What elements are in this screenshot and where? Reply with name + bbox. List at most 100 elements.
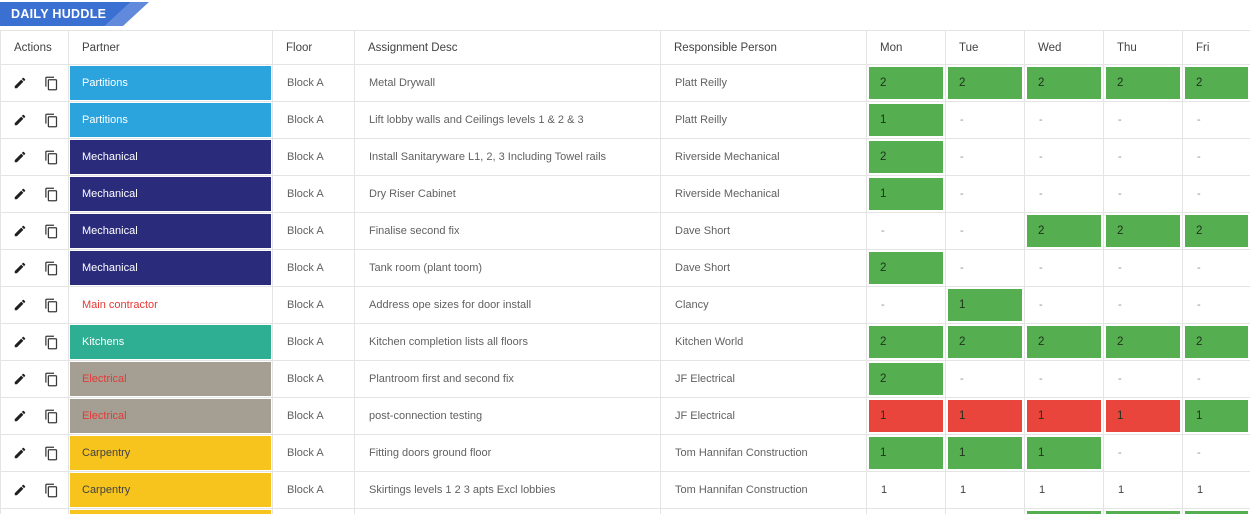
day-cell-mon[interactable]: 1	[866, 434, 946, 472]
edit-pencil-icon[interactable]	[13, 335, 28, 350]
edit-pencil-icon[interactable]	[13, 113, 28, 128]
edit-pencil-icon[interactable]	[13, 298, 28, 313]
day-cell-fri[interactable]: 2	[1182, 212, 1250, 250]
actions-cell	[0, 212, 69, 250]
day-cell-fri[interactable]: -	[1182, 249, 1250, 287]
day-cell-fri[interactable]: 1	[1182, 471, 1250, 509]
day-cell-thu[interactable]: -	[1103, 434, 1183, 472]
copy-duplicate-icon[interactable]	[44, 483, 59, 498]
day-cell-thu[interactable]: 2	[1103, 323, 1183, 361]
day-cell-wed[interactable]: 2	[1024, 212, 1104, 250]
copy-duplicate-icon[interactable]	[44, 261, 59, 276]
edit-pencil-icon[interactable]	[13, 187, 28, 202]
copy-duplicate-icon[interactable]	[44, 372, 59, 387]
copy-duplicate-icon[interactable]	[44, 224, 59, 239]
day-cell-wed[interactable]: -	[1024, 360, 1104, 398]
day-cell-wed[interactable]: -	[1024, 138, 1104, 176]
edit-pencil-icon[interactable]	[13, 76, 28, 91]
day-cell-mon[interactable]	[866, 508, 946, 514]
edit-pencil-icon[interactable]	[13, 483, 28, 498]
day-cell-mon[interactable]: 2	[866, 360, 946, 398]
edit-pencil-icon[interactable]	[13, 446, 28, 461]
floor-cell: Block A	[272, 138, 355, 176]
day-cell-tue[interactable]: 1	[945, 434, 1025, 472]
day-cell-wed[interactable]: -	[1024, 101, 1104, 139]
day-cell-mon[interactable]: 1	[866, 175, 946, 213]
day-cell-tue[interactable]: 2	[945, 323, 1025, 361]
day-cell-mon[interactable]: 2	[866, 249, 946, 287]
day-cell-tue[interactable]: 1	[945, 471, 1025, 509]
day-cell-mon[interactable]: 1	[866, 101, 946, 139]
day-status-chip-done: 2	[1185, 67, 1248, 99]
day-cell-mon[interactable]: 2	[866, 323, 946, 361]
day-cell-fri[interactable]: -	[1182, 434, 1250, 472]
day-cell-wed[interactable]: 1	[1024, 434, 1104, 472]
day-cell-thu[interactable]: 1	[1103, 397, 1183, 435]
copy-duplicate-icon[interactable]	[44, 298, 59, 313]
edit-pencil-icon[interactable]	[13, 224, 28, 239]
copy-duplicate-icon[interactable]	[44, 335, 59, 350]
day-cell-fri[interactable]: -	[1182, 138, 1250, 176]
day-cell-tue[interactable]: -	[945, 175, 1025, 213]
day-cell-mon[interactable]: -	[866, 212, 946, 250]
day-cell-thu[interactable]: -	[1103, 138, 1183, 176]
floor-cell: Block A	[272, 286, 355, 324]
day-cell-tue[interactable]: -	[945, 138, 1025, 176]
day-cell-wed[interactable]: 2	[1024, 323, 1104, 361]
day-cell-tue[interactable]: 1	[945, 286, 1025, 324]
day-cell-fri[interactable]	[1182, 508, 1250, 514]
day-cell-wed[interactable]: 1	[1024, 397, 1104, 435]
day-cell-tue[interactable]: -	[945, 212, 1025, 250]
day-cell-fri[interactable]: -	[1182, 175, 1250, 213]
day-cell-mon[interactable]: 1	[866, 471, 946, 509]
day-cell-fri[interactable]: 1	[1182, 397, 1250, 435]
day-cell-mon[interactable]: 1	[866, 397, 946, 435]
day-cell-mon[interactable]: -	[866, 286, 946, 324]
day-cell-tue[interactable]: -	[945, 249, 1025, 287]
day-cell-wed[interactable]: 2	[1024, 64, 1104, 102]
copy-duplicate-icon[interactable]	[44, 150, 59, 165]
copy-duplicate-icon[interactable]	[44, 409, 59, 424]
day-cell-fri[interactable]: -	[1182, 101, 1250, 139]
edit-pencil-icon[interactable]	[13, 150, 28, 165]
day-cell-fri[interactable]: 2	[1182, 64, 1250, 102]
copy-duplicate-icon[interactable]	[44, 446, 59, 461]
day-cell-fri[interactable]: 2	[1182, 323, 1250, 361]
day-cell-tue[interactable]	[945, 508, 1025, 514]
day-cell-mon[interactable]: 2	[866, 138, 946, 176]
day-cell-fri[interactable]: -	[1182, 286, 1250, 324]
day-cell-tue[interactable]: 2	[945, 64, 1025, 102]
day-cell-wed[interactable]: -	[1024, 175, 1104, 213]
partner-chip: Carpentry	[70, 473, 271, 507]
copy-duplicate-icon[interactable]	[44, 113, 59, 128]
day-cell-thu[interactable]: -	[1103, 175, 1183, 213]
day-cell-thu[interactable]: 2	[1103, 212, 1183, 250]
day-cell-wed[interactable]: 1	[1024, 471, 1104, 509]
day-cell-wed[interactable]: -	[1024, 286, 1104, 324]
day-cell-tue[interactable]: 1	[945, 397, 1025, 435]
copy-duplicate-icon[interactable]	[44, 187, 59, 202]
copy-duplicate-icon[interactable]	[44, 76, 59, 91]
day-cell-thu[interactable]: -	[1103, 360, 1183, 398]
day-cell-wed[interactable]	[1024, 508, 1104, 514]
day-cell-thu[interactable]: -	[1103, 249, 1183, 287]
day-status-chip-done: 2	[1106, 215, 1180, 247]
day-status-chip-done: 1	[869, 437, 943, 469]
day-cell-tue[interactable]: -	[945, 360, 1025, 398]
partner-cell: Kitchens	[68, 323, 273, 361]
day-cell-mon[interactable]: 2	[866, 64, 946, 102]
edit-pencil-icon[interactable]	[13, 409, 28, 424]
day-cell-thu[interactable]: 1	[1103, 471, 1183, 509]
day-cell-tue[interactable]: -	[945, 101, 1025, 139]
day-cell-fri[interactable]: -	[1182, 360, 1250, 398]
edit-pencil-icon[interactable]	[13, 372, 28, 387]
day-cell-wed[interactable]: -	[1024, 249, 1104, 287]
edit-pencil-icon[interactable]	[13, 261, 28, 276]
day-cell-thu[interactable]: -	[1103, 101, 1183, 139]
day-cell-thu[interactable]	[1103, 508, 1183, 514]
day-cell-thu[interactable]: 2	[1103, 64, 1183, 102]
day-cell-thu[interactable]: -	[1103, 286, 1183, 324]
actions-wrap	[13, 483, 68, 498]
day-empty-dash: -	[1118, 447, 1122, 459]
